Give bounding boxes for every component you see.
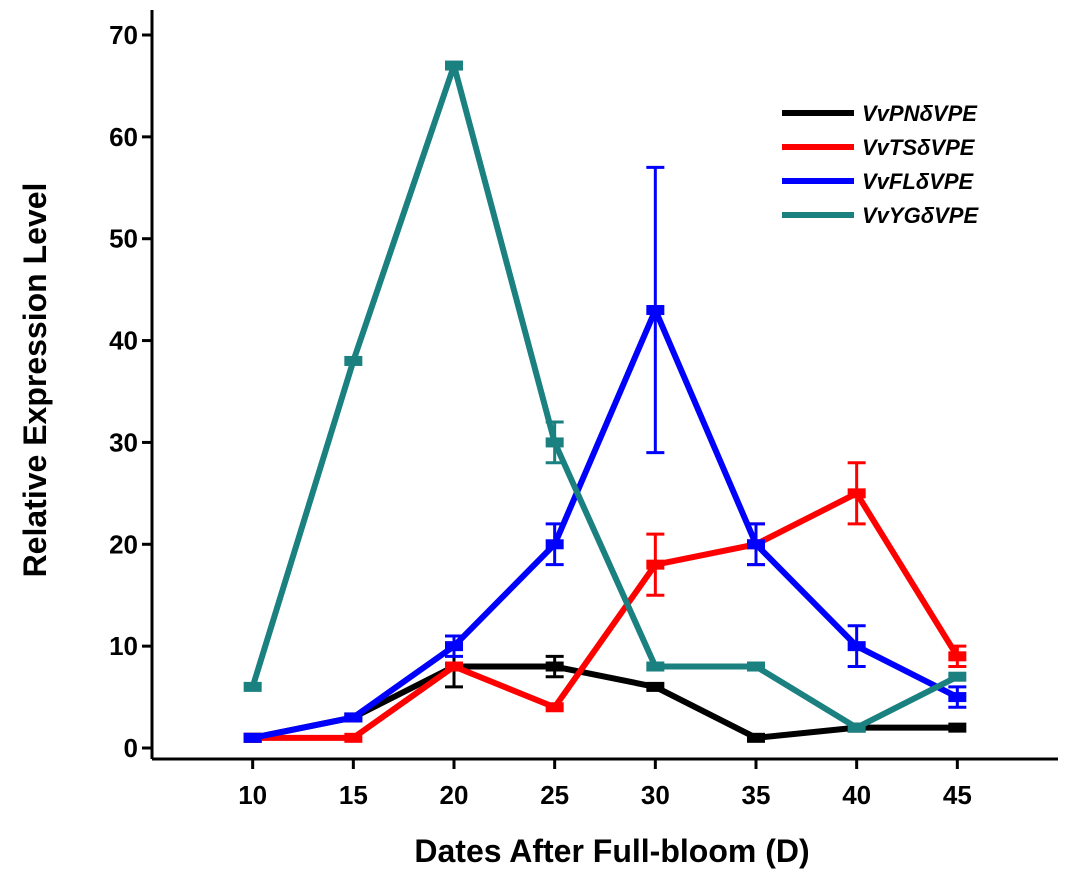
- data-point: [948, 692, 967, 703]
- legend-label: VvFLδVPE: [862, 169, 975, 194]
- y-tick-label: 50: [109, 224, 138, 254]
- y-tick-label: 40: [109, 326, 138, 356]
- data-point: [545, 702, 564, 713]
- legend: VvPNδVPE VvTSδVPE VvFLδVPE VvYGδVPE: [782, 101, 979, 228]
- data-point: [445, 641, 463, 652]
- series-line: [252, 307, 959, 741]
- x-tick-label: 15: [339, 780, 368, 810]
- data-point: [948, 671, 967, 682]
- data-point: [847, 488, 866, 499]
- data-point: [445, 60, 463, 71]
- data-point: [646, 681, 665, 692]
- legend-item: VvFLδVPE: [782, 169, 975, 194]
- series-3: [243, 165, 967, 743]
- data-point: [243, 681, 262, 692]
- data-point: [747, 732, 765, 743]
- data-point: [545, 437, 564, 448]
- data-point: [847, 722, 866, 733]
- data-point: [243, 732, 262, 743]
- data-point: [747, 539, 765, 550]
- legend-item: VvTSδVPE: [782, 135, 976, 160]
- series-line: [249, 62, 959, 731]
- series-2: [243, 461, 967, 743]
- data-point: [445, 661, 463, 672]
- x-tick-label: 45: [943, 780, 972, 810]
- legend-item: VvYGδVPE: [782, 203, 979, 228]
- x-tick-label: 40: [842, 780, 871, 810]
- series-4: [243, 60, 967, 733]
- y-tick-label: 70: [109, 20, 138, 50]
- x-tick-label: 10: [238, 780, 267, 810]
- y-axis-label: Relative Expression Level: [17, 183, 53, 578]
- x-tick-label: 20: [440, 780, 469, 810]
- legend-label: VvYGδVPE: [862, 203, 979, 228]
- series-line: [252, 490, 960, 741]
- y-tick-label: 30: [109, 427, 138, 457]
- data-point: [344, 355, 363, 366]
- ticks: 0 10 20 30 40 50 60 70 10 15 20 25 30 35 40 45: [109, 20, 972, 810]
- data-point: [344, 732, 363, 743]
- x-tick-label: 25: [540, 780, 569, 810]
- y-tick-label: 0: [124, 733, 138, 763]
- data-point: [646, 559, 665, 570]
- x-tick-label: 30: [641, 780, 670, 810]
- data-point: [948, 722, 967, 733]
- y-tick-label: 20: [109, 529, 138, 559]
- legend-item: VvPNδVPE: [782, 101, 978, 126]
- data-point: [344, 712, 363, 723]
- y-tick-label: 60: [109, 122, 138, 152]
- x-axis-label: Dates After Full-bloom (D): [414, 833, 809, 869]
- data-point: [847, 641, 866, 652]
- legend-label: VvTSδVPE: [862, 135, 976, 160]
- data-point: [646, 305, 665, 316]
- data-point: [545, 539, 564, 550]
- y-tick-label: 10: [109, 631, 138, 661]
- series-layer: [243, 60, 967, 743]
- axes: [150, 10, 1058, 761]
- data-point: [747, 661, 765, 672]
- data-point: [545, 661, 564, 672]
- data-point: [646, 661, 665, 672]
- x-tick-label: 35: [742, 780, 771, 810]
- data-point: [948, 651, 967, 662]
- legend-label: VvPNδVPE: [862, 101, 978, 126]
